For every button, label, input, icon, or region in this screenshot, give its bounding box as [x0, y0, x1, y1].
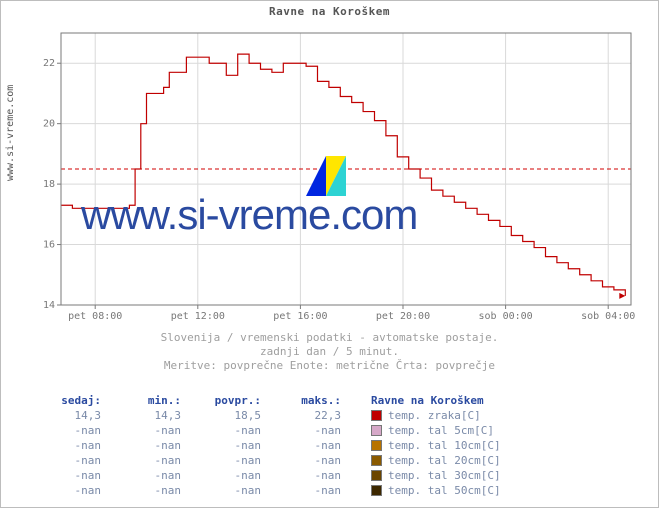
cell: -nan: [271, 468, 341, 483]
cell: -nan: [111, 453, 181, 468]
col-sedaj: sedaj: 14,3 -nan -nan -nan -nan -nan: [31, 393, 111, 498]
svg-text:sob 04:00: sob 04:00: [581, 311, 635, 322]
series-label: temp. zraka[C]: [388, 408, 481, 423]
series-label: temp. tal 10cm[C]: [388, 438, 501, 453]
cell: -nan: [191, 483, 261, 498]
y-axis-label-left: www.si-vreme.com: [5, 85, 16, 181]
cell: 14,3: [31, 408, 101, 423]
col-min: min.: 14,3 -nan -nan -nan -nan -nan: [111, 393, 191, 498]
watermark-logo-icon: [306, 156, 346, 196]
col-series: Ravne na Koroškem temp. zraka[C] temp. t…: [351, 393, 501, 498]
col-header: maks.:: [271, 393, 341, 408]
cell: -nan: [111, 423, 181, 438]
cell: 14,3: [111, 408, 181, 423]
series-row: temp. zraka[C]: [371, 408, 501, 423]
series-row: temp. tal 50cm[C]: [371, 483, 501, 498]
cell: 18,5: [191, 408, 261, 423]
series-label: temp. tal 50cm[C]: [388, 483, 501, 498]
cell: -nan: [111, 483, 181, 498]
svg-text:20: 20: [43, 119, 55, 130]
cell: -nan: [191, 423, 261, 438]
chart-title: Ravne na Koroškem: [1, 1, 658, 18]
legend-table: sedaj: 14,3 -nan -nan -nan -nan -nan min…: [31, 393, 501, 498]
series-row: temp. tal 5cm[C]: [371, 423, 501, 438]
svg-text:pet 16:00: pet 16:00: [273, 311, 327, 322]
series-row: temp. tal 30cm[C]: [371, 468, 501, 483]
swatch-icon: [371, 410, 382, 421]
series-row: temp. tal 10cm[C]: [371, 438, 501, 453]
caption-line: Meritve: povprečne Enote: metrične Črta:…: [21, 359, 638, 373]
series-label: temp. tal 5cm[C]: [388, 423, 494, 438]
col-maks: maks.: 22,3 -nan -nan -nan -nan -nan: [271, 393, 351, 498]
cell: -nan: [111, 438, 181, 453]
series-header: Ravne na Koroškem: [371, 393, 501, 408]
col-header: min.:: [111, 393, 181, 408]
cell: -nan: [31, 453, 101, 468]
series-label: temp. tal 30cm[C]: [388, 468, 501, 483]
cell: 22,3: [271, 408, 341, 423]
series-row: temp. tal 20cm[C]: [371, 453, 501, 468]
svg-text:16: 16: [43, 240, 55, 251]
cell: -nan: [271, 438, 341, 453]
svg-text:18: 18: [43, 179, 55, 190]
series-label: temp. tal 20cm[C]: [388, 453, 501, 468]
svg-text:pet 20:00: pet 20:00: [376, 311, 430, 322]
swatch-icon: [371, 455, 382, 466]
cell: -nan: [31, 423, 101, 438]
cell: -nan: [271, 423, 341, 438]
svg-text:sob 00:00: sob 00:00: [479, 311, 533, 322]
col-povpr: povpr.: 18,5 -nan -nan -nan -nan -nan: [191, 393, 271, 498]
cell: -nan: [191, 468, 261, 483]
cell: -nan: [31, 483, 101, 498]
swatch-icon: [371, 440, 382, 451]
cell: -nan: [31, 468, 101, 483]
svg-text:22: 22: [43, 58, 55, 69]
caption-line: Slovenija / vremenski podatki - avtomats…: [21, 331, 638, 345]
caption: Slovenija / vremenski podatki - avtomats…: [1, 331, 658, 373]
svg-text:14: 14: [43, 300, 55, 311]
svg-text:pet 08:00: pet 08:00: [68, 311, 122, 322]
swatch-icon: [371, 425, 382, 436]
svg-text:pet 12:00: pet 12:00: [171, 311, 225, 322]
col-header: povpr.:: [191, 393, 261, 408]
cell: -nan: [191, 438, 261, 453]
cell: -nan: [191, 453, 261, 468]
cell: -nan: [31, 438, 101, 453]
cell: -nan: [271, 483, 341, 498]
caption-line: zadnji dan / 5 minut.: [21, 345, 638, 359]
col-header: sedaj:: [31, 393, 101, 408]
swatch-icon: [371, 470, 382, 481]
cell: -nan: [271, 453, 341, 468]
cell: -nan: [111, 468, 181, 483]
swatch-icon: [371, 485, 382, 496]
